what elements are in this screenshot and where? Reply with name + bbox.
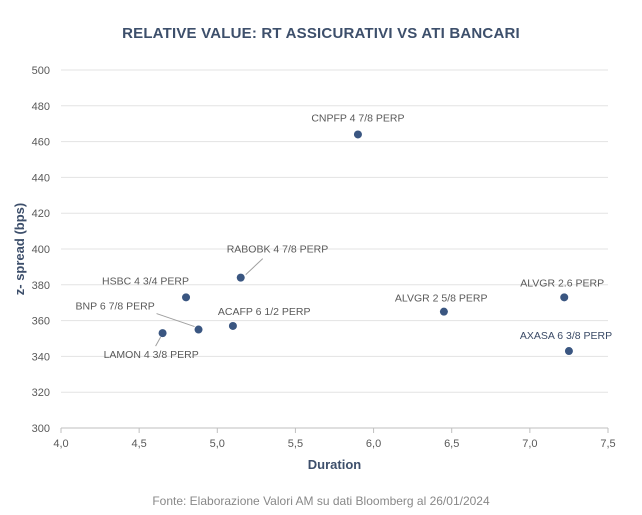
data-label: RABOBK 4 7/8 PERP (227, 244, 329, 256)
data-label: CNPFP 4 7/8 PERP (311, 112, 404, 124)
data-point (353, 130, 362, 139)
data-point (158, 329, 167, 338)
data-label: ACAFP 6 1/2 PERP (218, 306, 311, 318)
y-tick-label: 400 (32, 244, 50, 256)
data-label: ALVGR 2 5/8 PERP (395, 293, 488, 305)
data-point (236, 273, 245, 282)
leader-line (245, 258, 264, 276)
x-tick-label: 5,5 (288, 438, 303, 450)
chart-source: Fonte: Elaborazione Valori AM su dati Bl… (152, 494, 490, 508)
x-tick-label: 4,5 (131, 438, 146, 450)
data-label: HSBC 4 3/4 PERP (102, 275, 189, 287)
data-label: ALVGR 2.6 PERP (520, 277, 604, 289)
y-axis-title: z- spread (bps) (12, 203, 27, 295)
chart-title: RELATIVE VALUE: RT ASSICURATIVI VS ATI B… (122, 25, 520, 42)
data-point (228, 321, 237, 330)
x-axis-title: Duration (308, 457, 362, 472)
data-point (439, 307, 448, 316)
y-tick-label: 440 (32, 172, 50, 184)
y-tick-label: 300 (32, 423, 50, 435)
x-tick-label: 7,5 (600, 438, 615, 450)
data-label: AXASA 6 3/8 PERP (520, 330, 612, 342)
data-label: BNP 6 7/8 PERP (76, 301, 155, 313)
data-point (194, 325, 203, 334)
y-tick-label: 480 (32, 101, 50, 113)
y-tick-label: 360 (32, 316, 50, 328)
x-tick-label: 6,0 (366, 438, 381, 450)
data-label: LAMON 4 3/8 PERP (104, 349, 199, 361)
data-point (182, 293, 191, 302)
data-point (564, 347, 573, 356)
y-tick-label: 460 (32, 137, 50, 149)
y-tick-label: 500 (32, 65, 50, 77)
x-tick-label: 6,5 (444, 438, 459, 450)
y-tick-label: 320 (32, 387, 50, 399)
x-tick-label: 4,0 (53, 438, 68, 450)
x-tick-label: 5,0 (210, 438, 225, 450)
y-tick-label: 420 (32, 208, 50, 220)
leader-line (156, 313, 195, 328)
leader-line (155, 336, 162, 347)
y-tick-label: 380 (32, 280, 50, 292)
y-tick-label: 340 (32, 351, 50, 363)
data-point (560, 293, 569, 302)
x-tick-label: 7,0 (522, 438, 537, 450)
